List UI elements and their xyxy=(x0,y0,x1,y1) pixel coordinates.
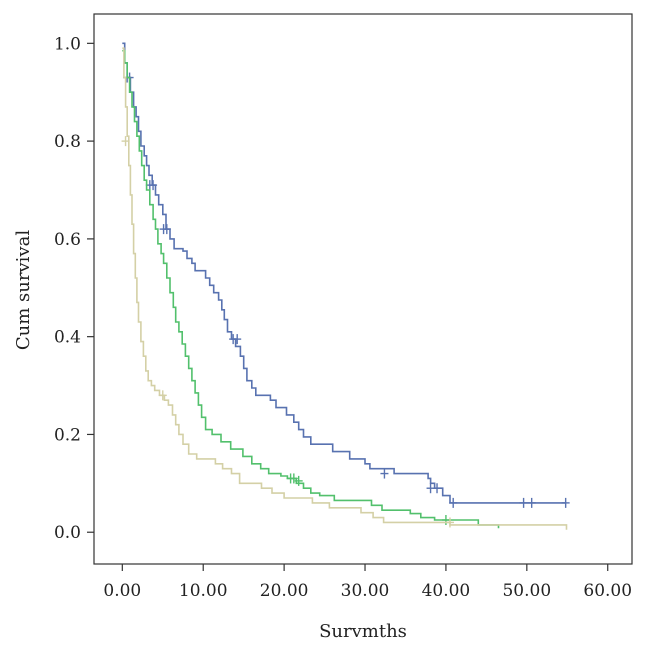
survival-curve-3 xyxy=(122,47,568,530)
plot-frame xyxy=(93,13,633,565)
y-axis-title: Cum survival xyxy=(13,230,34,350)
x-tick-label: 20.00 xyxy=(260,581,309,601)
x-axis: 0.00 10.00 20.00 30.00 40.00 50.00 60.00 xyxy=(103,564,632,601)
x-tick-label: 60.00 xyxy=(583,581,632,601)
censor-mark xyxy=(433,483,442,494)
series-3 xyxy=(121,47,568,530)
y-axis: 0.0 0.2 0.4 0.6 0.8 1.0 xyxy=(54,34,94,543)
censor-mark xyxy=(441,515,450,525)
survival-curve-1 xyxy=(122,42,566,504)
censor-mark xyxy=(445,517,454,528)
censor-mark xyxy=(380,468,389,479)
y-tick-label: 1.0 xyxy=(54,34,81,54)
y-tick-label: 0.8 xyxy=(54,132,81,152)
x-tick-label: 10.00 xyxy=(179,581,228,601)
y-tick-label: 0.2 xyxy=(54,425,81,445)
series-1 xyxy=(122,42,570,508)
x-tick-label: 0.00 xyxy=(103,581,141,601)
censor-mark xyxy=(149,180,158,191)
y-tick-label: 0.4 xyxy=(54,328,81,348)
censor-mark xyxy=(561,497,570,508)
x-axis-title: Survmths xyxy=(319,621,407,642)
survival-curve-2 xyxy=(122,49,500,529)
y-tick-label: 0.0 xyxy=(54,523,81,543)
x-tick-label: 30.00 xyxy=(341,581,390,601)
x-tick-label: 50.00 xyxy=(502,581,551,601)
x-tick-label: 40.00 xyxy=(422,581,471,601)
censor-mark xyxy=(162,224,171,235)
censor-mark xyxy=(527,497,536,508)
censor-mark xyxy=(158,390,167,401)
censor-mark xyxy=(519,497,528,508)
censor-mark xyxy=(289,473,298,484)
censor-mark xyxy=(121,136,130,147)
series-2 xyxy=(122,49,500,529)
censor-mark xyxy=(233,334,242,345)
censor-mark xyxy=(449,497,458,508)
series-layer xyxy=(121,42,570,530)
y-tick-label: 0.6 xyxy=(54,230,81,250)
censor-mark xyxy=(294,475,303,486)
